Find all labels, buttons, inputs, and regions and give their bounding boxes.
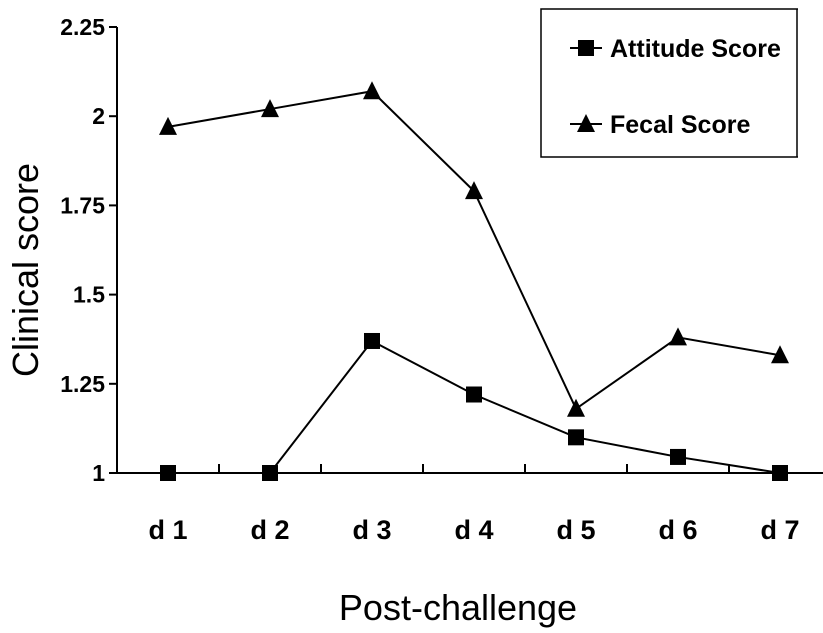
data-point-triangle [159,116,177,135]
data-point-triangle [465,181,483,200]
data-point-square [670,448,686,465]
data-point-square [568,429,584,446]
data-point-triangle [669,327,687,346]
legend-box [540,8,798,158]
data-point-square [772,465,788,481]
axes: 1 1.25 1.5 1.75 2 2.25 d 1 d 2 d 3 d 4 d 5 d 6 d 7 [60,14,823,545]
legend-label: Attitude Score [610,35,781,63]
data-point-triangle [567,398,585,417]
x-tick-label: d 6 [658,515,697,545]
data-point-square [466,386,482,403]
data-point-triangle [771,345,789,364]
data-point-square [262,465,278,481]
legend: Attitude Score Fecal Score [540,8,798,158]
x-tick-label: d 1 [148,515,187,545]
series-layer [159,81,789,481]
y-tick-label: 1.75 [60,192,105,218]
x-axis-title: Post-challenge [339,587,577,628]
data-point-triangle [363,81,381,100]
data-point-square [364,332,380,349]
x-tick-label: d 3 [352,515,391,545]
x-tick-label: d 7 [760,515,799,545]
y-axis-title: Clinical score [5,163,46,377]
series-line-square [168,339,781,474]
y-tick-label: 1.5 [73,282,105,308]
legend-marker-triangle [577,114,595,132]
x-tick-label: d 5 [556,515,595,545]
y-tick-label: 1 [92,460,105,486]
legend-marker-square [578,40,594,56]
data-point-square [160,465,176,481]
data-point-triangle [261,99,279,118]
legend-label: Fecal Score [610,111,750,139]
x-tick-label: d 2 [250,515,289,545]
y-tick-label: 2 [92,103,105,129]
y-tick-label: 2.25 [60,14,105,40]
x-tick-label: d 4 [454,515,493,545]
y-tick-label: 1.25 [60,371,105,397]
